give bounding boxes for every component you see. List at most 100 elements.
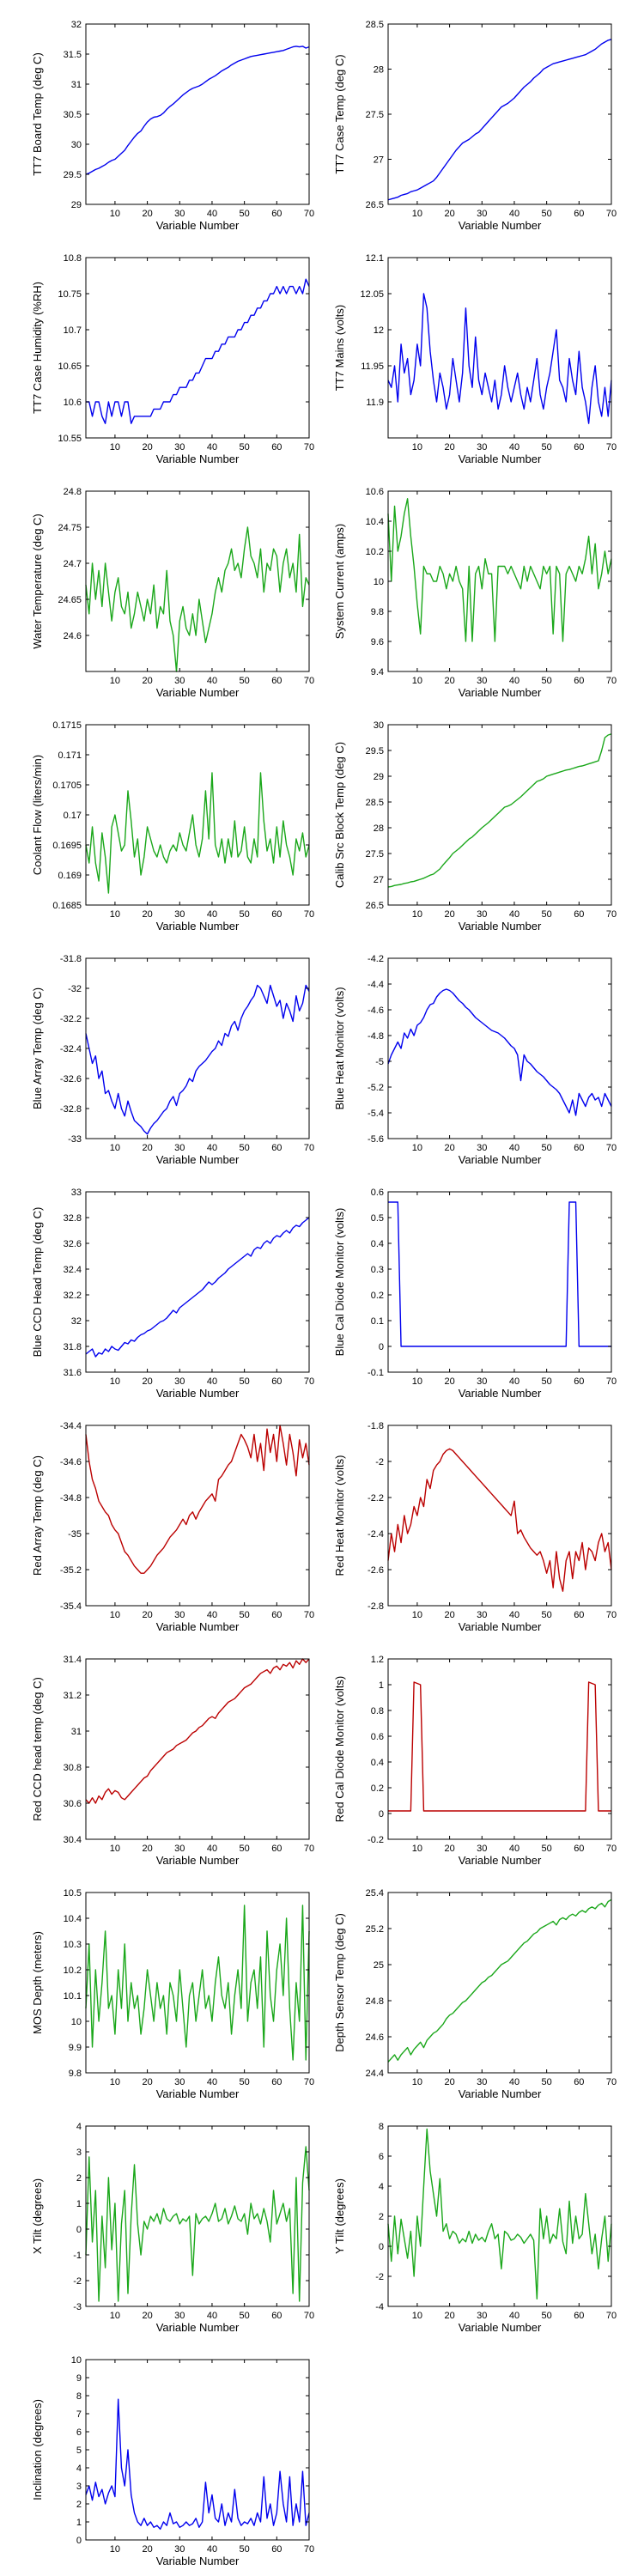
y-tick-label: 10 [71,2355,82,2366]
y-tick-label: -35 [68,1529,82,1540]
x-tick-label: 20 [142,676,152,686]
chart-panel-4: 10 20 30 40 50 60 70 11.9 11.95 12 12.05 12.1 Variab… [333,253,617,465]
x-axis-label: Variable Number [459,1620,542,1633]
y-tick-label: -1.8 [368,1421,384,1431]
x-axis-label: Variable Number [459,2321,542,2334]
x-tick-label: 50 [542,909,552,920]
chart-panel-2: 10 20 30 40 50 60 70 26.5 27 27.5 28 28.5 Variable N… [333,20,617,232]
x-axis-label: Variable Number [459,686,542,699]
x-tick-label: 30 [174,2311,185,2321]
x-axis-label: Variable Number [459,453,542,465]
y-tick-label: -4.8 [368,1031,384,1042]
x-tick-label: 30 [477,2077,487,2087]
y-tick-label: 2 [379,2212,384,2222]
x-tick-label: 50 [240,2077,250,2087]
plot-frame [387,1425,612,1607]
x-tick-label: 30 [477,1376,487,1387]
y-tick-label: 10.6 [366,487,384,497]
chart-panel-15: 10 20 30 40 50 60 70 30.4 30.6 30.8 31 31.2 31.4 Vari… [31,1655,314,1867]
x-tick-label: 40 [207,2311,217,2321]
y-tick-label: -4.4 [368,980,384,990]
plot-frame [387,724,612,906]
x-tick-label: 20 [142,1143,152,1153]
plot-frame [85,1892,310,2074]
y-tick-label: -4.2 [368,954,384,964]
x-tick-label: 70 [304,1143,314,1153]
y-tick-label: 32 [71,20,82,30]
x-tick-label: 70 [304,2544,314,2555]
y-tick-label: 0.169 [58,871,82,881]
x-tick-label: 60 [574,2311,584,2321]
y-tick-label: 29.5 [366,746,384,756]
plot-frame [85,490,310,672]
chart-panel-19: 10 20 30 40 50 60 70 -3 -2 -1 0 1 2 3 4 Variable Number… [31,2122,314,2334]
series-line [85,1658,310,1804]
chart-panel-18: 10 20 30 40 50 60 70 24.4 24.6 24.8 25 25.2 25.4 Vari… [333,1888,617,2100]
series-line [387,293,612,424]
x-tick-label: 70 [304,2311,314,2321]
y-tick-label: 6 [76,2427,82,2438]
y-tick-label: -5.4 [368,1109,384,1119]
series-line [387,988,612,1116]
y-tick-label: 32.2 [64,1291,82,1301]
x-tick-label: 60 [574,676,584,686]
y-tick-label: 9.4 [371,667,384,677]
chart-panel-5: 10 20 30 40 50 60 70 24.6 24.65 24.7 24.75 24.8 Vari… [31,487,314,699]
y-tick-label: 24.4 [366,2069,384,2079]
y-tick-label: 10.1 [64,1991,82,2002]
x-tick-label: 60 [574,909,584,920]
chart-panel-3: 10 20 30 40 50 60 70 10.55 10.6 10.65 10.7 10.75 10.… [31,253,314,465]
y-tick-label: 0 [379,1342,384,1352]
x-tick-label: 40 [509,2077,519,2087]
series-line [387,2128,612,2300]
y-axis-label: Water Temperature (deg C) [31,513,44,649]
x-tick-label: 40 [509,1143,519,1153]
plot-frame [387,257,612,439]
y-tick-label: 10 [374,577,384,587]
y-tick-label: 24.6 [64,631,82,641]
x-tick-label: 50 [542,1610,552,1620]
y-tick-label: -2 [375,2272,384,2282]
y-axis-label: Blue Heat Monitor (volts) [333,987,346,1109]
x-tick-label: 10 [110,1143,120,1153]
y-tick-label: 28 [374,823,384,834]
y-tick-label: -35.2 [60,1565,82,1576]
y-tick-label: -5 [375,1057,384,1067]
x-tick-label: 10 [412,2077,422,2087]
x-tick-label: 40 [207,2077,217,2087]
x-tick-label: 30 [477,909,487,920]
x-tick-label: 10 [412,2311,422,2321]
x-tick-label: 50 [542,1376,552,1387]
y-tick-label: -1 [73,2251,82,2261]
x-tick-label: 30 [174,442,185,453]
y-tick-label: -32.4 [60,1044,82,1054]
x-axis-label: Variable Number [156,453,240,465]
y-tick-label: 32.6 [64,1239,82,1249]
x-tick-label: 20 [142,909,152,920]
x-tick-label: 10 [412,209,422,219]
y-tick-label: 10.4 [366,517,384,527]
y-tick-label: 24.6 [366,2032,384,2043]
chart-panel-8: 10 20 30 40 50 60 7026.52727.52828.52929.530Va… [333,720,617,933]
x-tick-label: 10 [412,1376,422,1387]
x-tick-label: 20 [142,2077,152,2087]
y-tick-label: -4.6 [368,1005,384,1016]
y-tick-label: 31 [71,80,82,90]
y-tick-label: 9.6 [371,637,384,647]
x-tick-label: 40 [207,1844,217,1854]
x-tick-label: 20 [142,1610,152,1620]
y-tick-label: 12 [374,325,384,336]
y-axis-label: Red Heat Monitor (volts) [333,1455,346,1577]
chart-panel-12: 10 20 30 40 50 60 70 -0.1 0 0.1 0.2 0.3 0.4 0.5 0.6 Var… [333,1188,617,1400]
y-tick-label: -32 [68,984,82,994]
x-tick-label: 70 [606,676,617,686]
series-line [85,1425,310,1574]
y-tick-label: 30.4 [64,1835,82,1845]
y-tick-label: 25.2 [366,1924,384,1935]
x-tick-label: 70 [606,1143,617,1153]
x-tick-label: 50 [240,1143,250,1153]
y-tick-label: -34.4 [60,1421,82,1431]
y-tick-label: 11.9 [366,398,384,408]
y-tick-label: 24.7 [64,559,82,569]
y-tick-label: -35.4 [60,1601,82,1612]
